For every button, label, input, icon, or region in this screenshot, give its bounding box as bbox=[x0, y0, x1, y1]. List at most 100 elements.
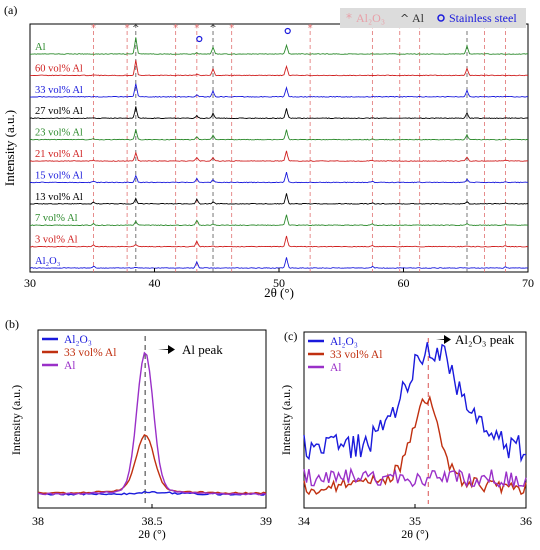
xrd-series: Al₂O₃ bbox=[29, 256, 528, 269]
al2o3-peak-marker: * bbox=[91, 23, 96, 34]
series-label: 27 vol% Al bbox=[35, 106, 83, 117]
legend-al2o3-symbol: * bbox=[346, 11, 352, 25]
series-label: Al₂O₃ bbox=[35, 256, 61, 267]
panel-b-x-axis: 38 38.5 39 bbox=[32, 504, 272, 528]
xrd-series-line bbox=[29, 257, 528, 269]
panel-b-series bbox=[37, 336, 267, 504]
al2o3-peak-marker: * bbox=[229, 23, 234, 34]
panel-c-x-axis-label: 2θ (°) bbox=[401, 527, 429, 541]
panel-c-arrow-icon bbox=[436, 335, 451, 344]
panel-c-series bbox=[303, 338, 527, 504]
legend-al-symbol: ^ bbox=[400, 12, 409, 25]
panel-a-series: Al 60 vol% Al 33 vol% Al 27 vol% Al 23 vol% … bbox=[29, 37, 529, 269]
x-tick-label: 38 bbox=[32, 514, 44, 528]
xrd-series: 3 vol% Al bbox=[30, 235, 529, 248]
legend-al2o3-label: Al₂O₃ bbox=[356, 11, 385, 25]
panel-a-reference-lines bbox=[93, 24, 506, 272]
legend-label: Al bbox=[64, 360, 76, 372]
panel-a-peak-markers: * * * * * * * * * * *^ ^ ^ bbox=[91, 23, 508, 43]
al2o3-peak-marker: * bbox=[397, 23, 402, 34]
xrd-series: 23 vol% Al bbox=[29, 128, 529, 141]
panel-a-legend: * Al₂O₃ ^ Al Stainless steel bbox=[346, 11, 517, 25]
xrd-series: 7 vol% Al bbox=[29, 213, 529, 226]
legend-label: 33 vol% Al bbox=[64, 347, 116, 359]
panel-b-al-peak: (b) 38 38.5 39 2θ (°) Intensity (a.u.) Al₂… bbox=[5, 317, 272, 541]
x-tick-label: 50 bbox=[273, 276, 285, 290]
panel-c-label: (c) bbox=[284, 329, 297, 343]
series-label: 21 vol% Al bbox=[35, 149, 83, 160]
xrd-series-line bbox=[29, 150, 529, 162]
x-tick-label: 70 bbox=[522, 276, 534, 290]
al2o3-peak-marker: * bbox=[125, 23, 130, 34]
legend-al-label: Al bbox=[412, 11, 425, 25]
legend-stainless-steel-symbol bbox=[437, 14, 445, 22]
xrd-series-line bbox=[29, 106, 528, 119]
x-tick-label: 36 bbox=[520, 514, 532, 528]
al2o3-peak-marker: * bbox=[308, 23, 313, 34]
xrd-series: 21 vol% Al bbox=[29, 149, 529, 162]
xrd-series-line bbox=[29, 37, 529, 55]
al2o3-peak-marker: * bbox=[417, 23, 422, 34]
xrd-series: Al bbox=[29, 37, 529, 55]
xrd-series-line bbox=[29, 129, 529, 141]
series-label: Al bbox=[35, 42, 46, 53]
legend-label: Al₂O₃ bbox=[330, 336, 358, 348]
xrd-series: 27 vol% Al bbox=[29, 106, 528, 119]
xrd-series-line bbox=[29, 171, 528, 184]
legend-label: Al bbox=[330, 362, 342, 374]
x-tick-label: 60 bbox=[398, 276, 410, 290]
panel-a-x-axis: 30 40 50 60 70 bbox=[24, 268, 534, 290]
series-label: 60 vol% Al bbox=[35, 63, 83, 74]
x-tick-label: 30 bbox=[24, 276, 36, 290]
panel-c-y-axis-label: Intensity (a.u.) bbox=[279, 385, 293, 455]
series-label: 7 vol% Al bbox=[35, 213, 78, 224]
xrd-series-line bbox=[30, 83, 529, 98]
zoom-series-line bbox=[37, 433, 267, 495]
al2o3-peak-marker: * bbox=[173, 23, 178, 34]
legend-stainless-steel-label: Stainless steel bbox=[449, 11, 517, 25]
panel-b-arrow-icon bbox=[158, 345, 175, 354]
al-peak-marker: ^ bbox=[463, 24, 471, 34]
xrd-series: 13 vol% Al bbox=[29, 192, 529, 205]
stainless-steel-peak-marker bbox=[284, 27, 291, 35]
xrd-series-line bbox=[29, 214, 529, 226]
panel-b-y-axis-label: Intensity (a.u.) bbox=[9, 385, 23, 455]
series-label: 33 vol% Al bbox=[35, 85, 83, 96]
legend-label: Al₂O₃ bbox=[64, 334, 92, 346]
series-label: 3 vol% Al bbox=[35, 235, 78, 246]
panel-b-x-axis-label: 2θ (°) bbox=[138, 527, 166, 541]
panel-a-frame bbox=[29, 23, 529, 273]
panel-a-y-axis-label: Intensity (a.u.) bbox=[2, 110, 17, 186]
xrd-series-line bbox=[30, 235, 529, 248]
series-label: 15 vol% Al bbox=[35, 170, 83, 181]
stainless-steel-peak-marker bbox=[196, 35, 203, 43]
panel-c-annotation: Al₂O₃ peak bbox=[455, 332, 515, 347]
panel-b-label: (b) bbox=[5, 317, 19, 331]
xrd-series: 15 vol% Al bbox=[29, 170, 528, 184]
panel-a-legend-box bbox=[340, 8, 526, 28]
panel-a-label: (a) bbox=[4, 3, 17, 17]
series-label: 13 vol% Al bbox=[35, 192, 83, 203]
x-tick-label: 40 bbox=[149, 276, 161, 290]
xrd-series: 60 vol% Al bbox=[29, 60, 529, 77]
zoom-series-line bbox=[37, 351, 267, 496]
panel-c-x-axis: 34 35 36 bbox=[298, 504, 532, 528]
xrd-series-line bbox=[29, 193, 529, 205]
panel-b-annotation: Al peak bbox=[182, 342, 223, 357]
al2o3-peak-marker: * bbox=[370, 23, 375, 34]
xrd-series-line bbox=[29, 60, 529, 77]
al2o3-peak-marker: * bbox=[503, 23, 508, 34]
legend-label: 33 vol% Al bbox=[330, 349, 382, 361]
al2o3-peak-marker: * bbox=[194, 23, 199, 34]
xrd-series: 33 vol% Al bbox=[30, 83, 529, 98]
panel-a-x-axis-label: 2θ (°) bbox=[264, 285, 294, 300]
zoom-series-line bbox=[303, 342, 526, 463]
x-tick-label: 34 bbox=[298, 514, 310, 528]
al-peak-marker: ^ bbox=[209, 24, 217, 34]
series-label: 23 vol% Al bbox=[35, 128, 83, 139]
x-tick-label: 38.5 bbox=[142, 514, 163, 528]
